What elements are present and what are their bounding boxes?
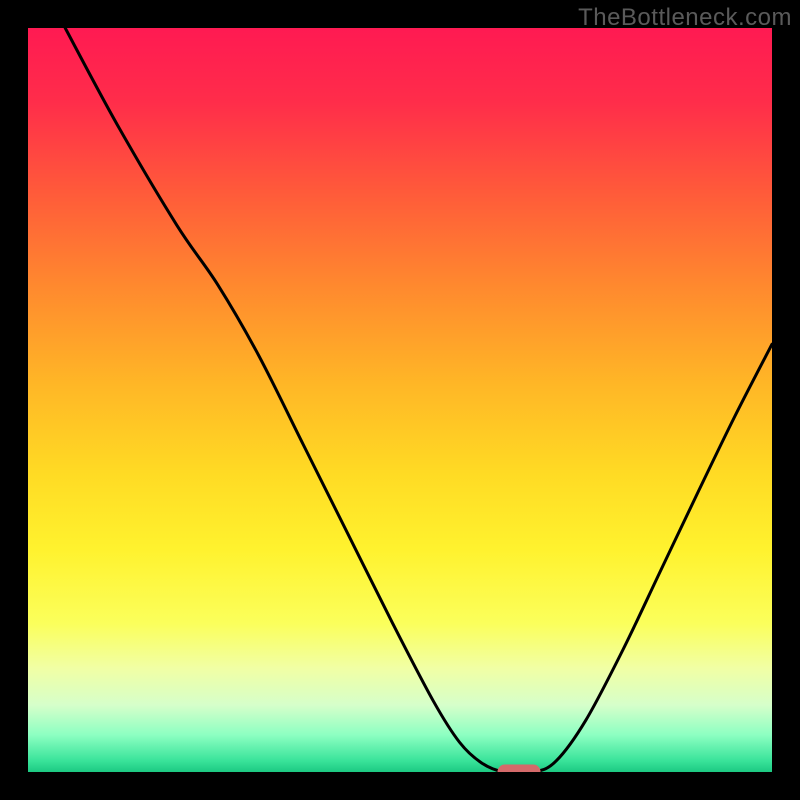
- frame-border: [0, 0, 28, 800]
- frame-border: [0, 772, 800, 800]
- gradient-background: [28, 28, 772, 772]
- bottleneck-chart: TheBottleneck.com: [0, 0, 800, 800]
- chart-svg: [0, 0, 800, 800]
- frame-border: [772, 0, 800, 800]
- watermark-text: TheBottleneck.com: [578, 4, 792, 32]
